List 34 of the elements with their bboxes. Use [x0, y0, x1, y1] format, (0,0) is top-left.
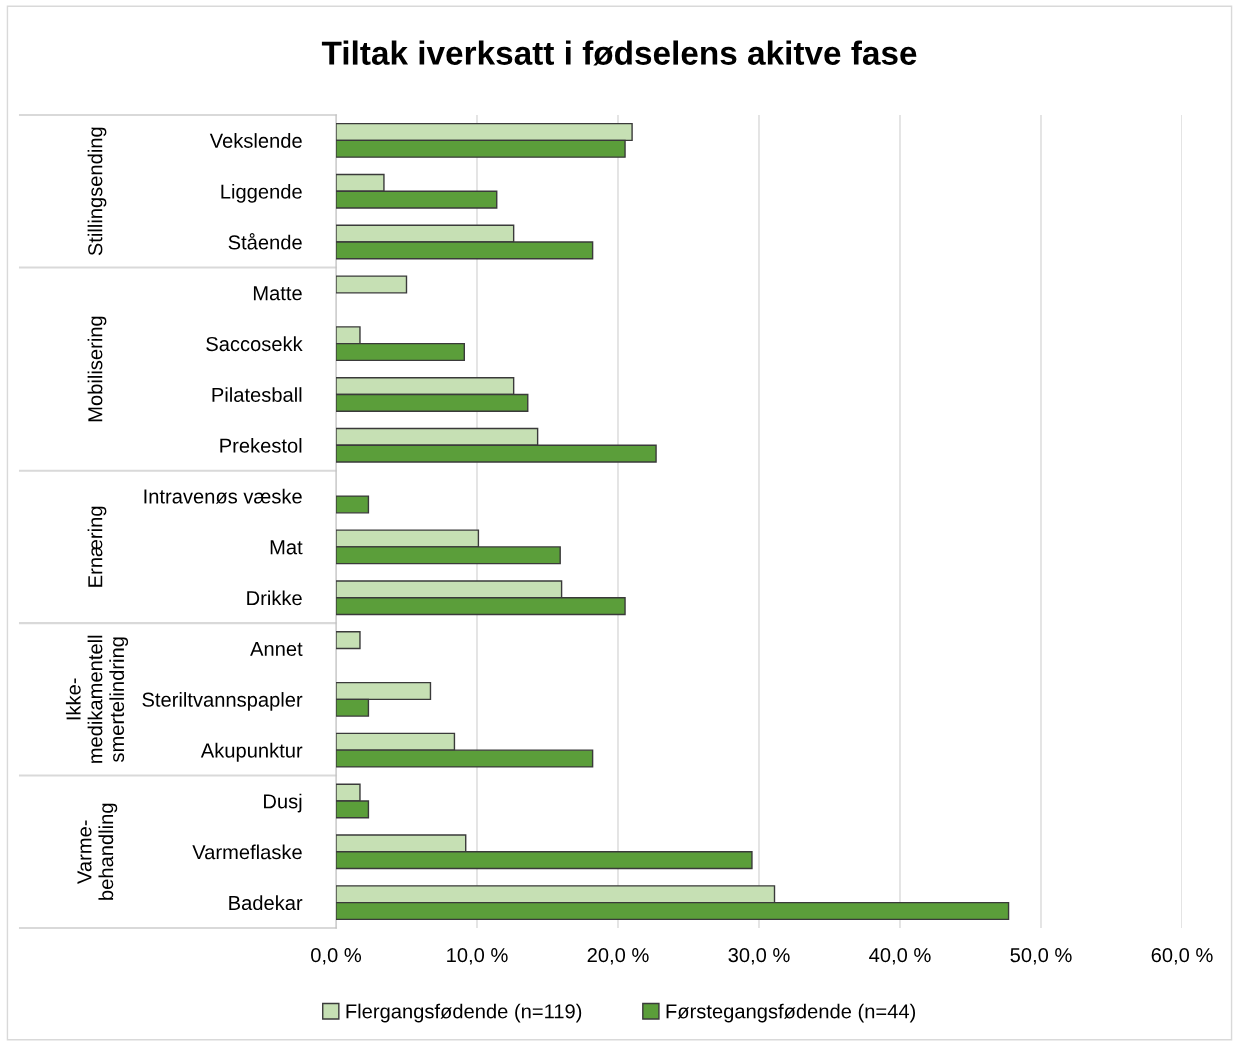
y-tick-label: Saccosekk — [206, 336, 303, 352]
y-tick-label: Annet — [250, 641, 303, 657]
y-tick-label: Liggende — [221, 183, 302, 203]
bar — [336, 275, 408, 294]
text: Stillingsending — [87, 127, 107, 256]
y-tick-label: Akupunktur — [200, 742, 303, 762]
text: Varme- behandling — [77, 803, 118, 900]
y-tick-label: Varmeflaske — [192, 844, 302, 860]
y-tick-label: Intravenøs væske — [144, 488, 302, 504]
y-tick-label: Prekestol — [220, 437, 302, 453]
x-tick-label: 50,0 % — [1010, 947, 1072, 965]
y-tick-label: Matte — [253, 286, 302, 301]
bar — [336, 495, 370, 514]
x-tick-label: 10,0 % — [447, 947, 508, 965]
x-tick-label: 60,0 % — [1151, 947, 1213, 965]
y-tick-label: Mat — [270, 540, 303, 555]
y-tick-label: Dusj — [264, 793, 302, 813]
text: Mobilisering — [87, 316, 107, 422]
y-tick-label: Drikke — [247, 590, 302, 606]
x-tick-label: 40,0 % — [869, 947, 931, 965]
text: Ernæring — [87, 506, 107, 587]
x-tick-label: 20,0 % — [587, 947, 649, 965]
chart-title: Tiltak iverksatt i fødselens akitve fase — [321, 40, 917, 66]
y-tick-label: Steriltvannspapler — [142, 692, 303, 711]
bar — [336, 631, 361, 650]
x-tick-label: 0,0 % — [311, 947, 362, 965]
y-tick-label: Pilatesball — [212, 387, 302, 402]
x-tick-label: 30,0 % — [728, 947, 790, 965]
legend-label: Førstegangsfødende (n=44) — [666, 1003, 916, 1023]
y-tick-label: Stående — [228, 233, 302, 250]
y-tick-label: Vekslende — [209, 133, 302, 148]
y-tick-label: Badekar — [229, 895, 303, 911]
legend-label: Flergangsfødende (n=119) — [346, 1003, 582, 1023]
text: Ikke- medikamentell smertelindring — [65, 635, 129, 763]
